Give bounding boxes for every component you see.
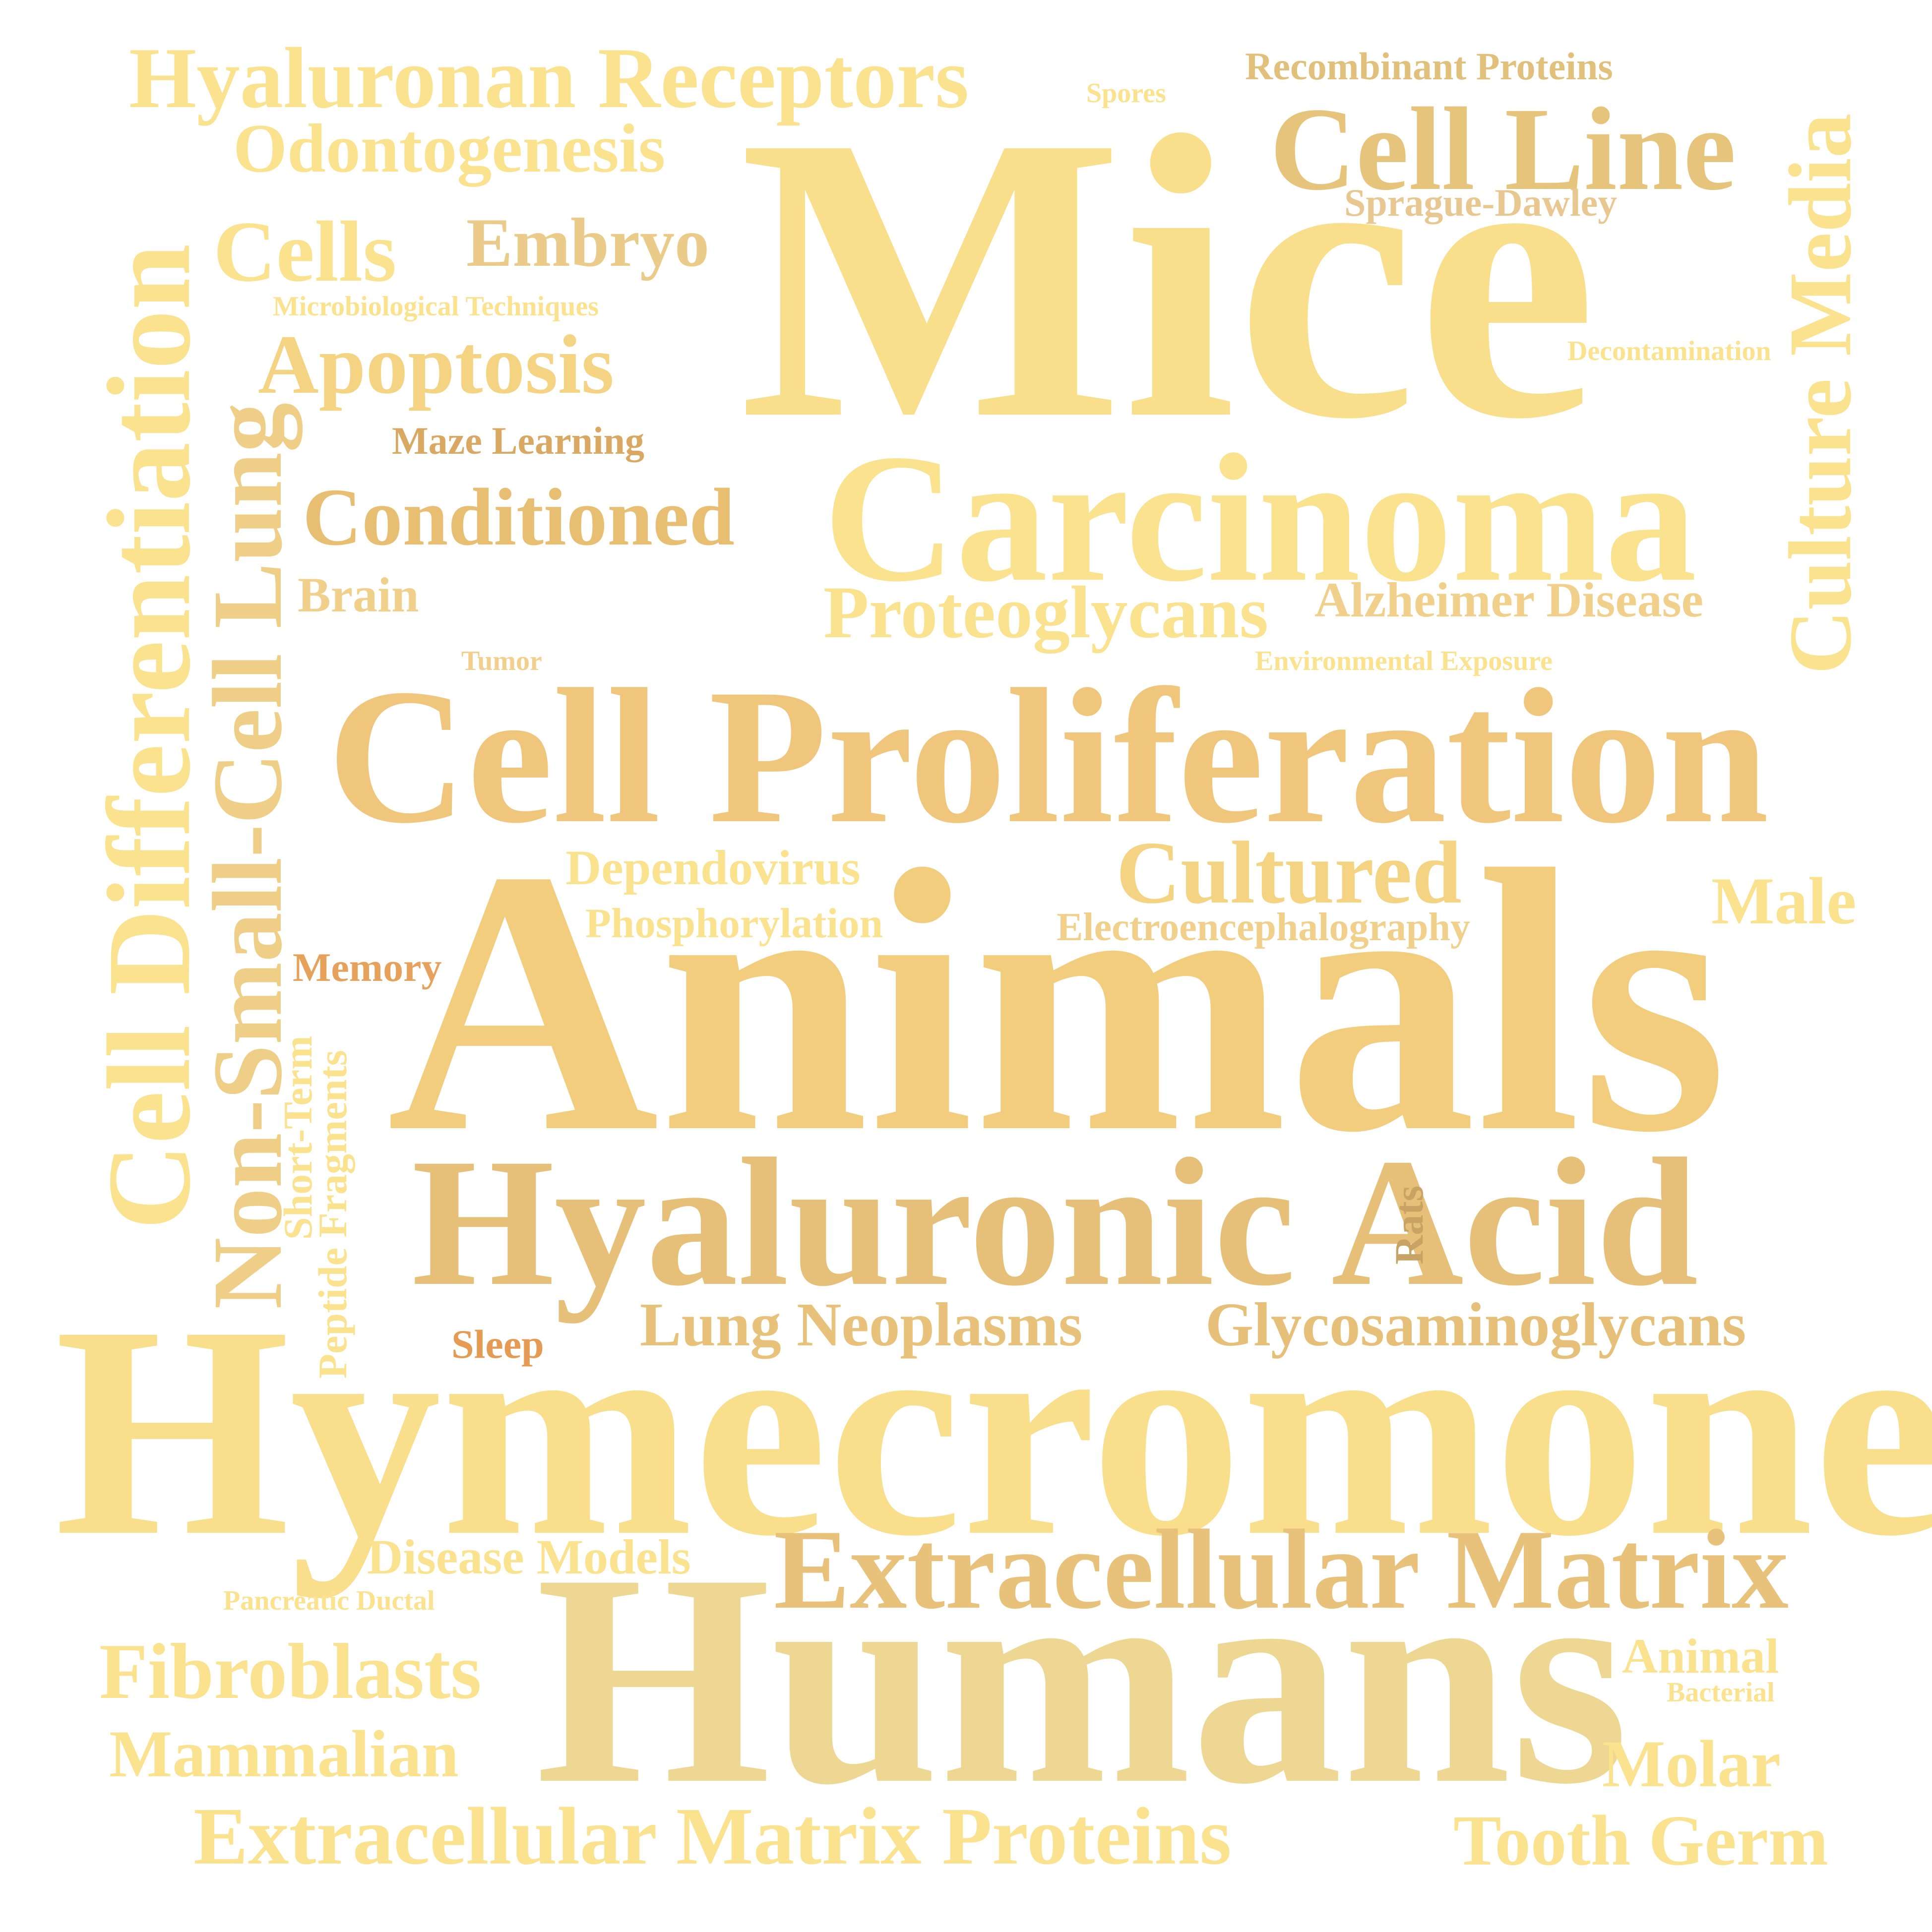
word-animal: Animal <box>1622 1629 1779 1684</box>
word-spores: Spores <box>1086 78 1166 109</box>
word-disease-models: Disease Models <box>367 1529 691 1584</box>
word-sleep: Sleep <box>451 1322 544 1367</box>
word-pancreatic-ductal: Pancreatic Ductal <box>223 1585 435 1616</box>
word-cultured: Cultured <box>1116 823 1462 922</box>
word-decontamination: Decontamination <box>1567 336 1771 366</box>
word-male: Male <box>1711 864 1857 938</box>
word-cell-proliferation: Cell Proliferation <box>327 649 1769 863</box>
word-alzheimer-disease: Alzheimer Disease <box>1314 572 1704 627</box>
word-microbiological-techniques: Microbiological Techniques <box>273 291 599 322</box>
word-odontogenesis: Odontogenesis <box>233 110 666 187</box>
word-cell-differentiation: Cell Differentiation <box>83 243 215 1230</box>
word-recombinant-proteins: Recombinant Proteins <box>1245 45 1613 88</box>
word-animals: Animals <box>387 793 1728 1210</box>
word-electroencephalography: Electroencephalography <box>1057 906 1471 949</box>
word-hymecromone: Hymecromone <box>55 1263 1932 1598</box>
word-peptide-fragments: Peptide Fragments <box>310 1050 355 1379</box>
word-carcinoma: Carcinoma <box>823 417 1697 620</box>
word-extracellular-matrix: Extracellular Matrix <box>774 1506 1789 1632</box>
word-brain: Brain <box>298 567 419 622</box>
word-humans: Humans <box>536 1511 1629 1846</box>
word-tooth-germ: Tooth Germ <box>1453 1801 1828 1880</box>
word-dependovirus: Dependovirus <box>565 840 861 895</box>
word-maze-learning: Maze Learning <box>392 419 645 462</box>
word-cell-line: Cell Line <box>1270 83 1736 215</box>
word-glycosaminoglycans: Glycosaminoglycans <box>1205 1291 1746 1359</box>
word-rats: Rats <box>1386 1185 1432 1265</box>
word-mammalian: Mammalian <box>109 1717 459 1791</box>
word-lung-neoplasms: Lung Neoplasms <box>640 1291 1083 1359</box>
word-tumor: Tumor <box>461 646 542 676</box>
word-memory: Memory <box>293 945 442 990</box>
word-proteoglycans: Proteoglycans <box>823 571 1269 654</box>
word-phosphorylation: Phosphorylation <box>585 900 883 947</box>
word-environmental-exposure: Environmental Exposure <box>1255 646 1553 676</box>
word-sprague-dawley: Sprague-Dawley <box>1344 181 1618 224</box>
word-mice: Mice <box>739 53 1597 503</box>
word-conditioned: Conditioned <box>303 472 735 562</box>
word-bacterial: Bacterial <box>1667 1677 1775 1708</box>
word-culture-media: Culture Media <box>1771 113 1870 674</box>
word-hyaluronan-receptors: Hyaluronan Receptors <box>129 30 969 126</box>
word-cells: Cells <box>213 203 397 300</box>
word-fibroblasts: Fibroblasts <box>99 1627 482 1715</box>
word-hyaluronic-acid: Hyaluronic Acid <box>412 1121 1698 1324</box>
word-apoptosis: Apoptosis <box>258 318 615 411</box>
word-molar: Molar <box>1602 1727 1781 1801</box>
word-embryo: Embryo <box>466 204 709 281</box>
word-extracellular-matrix-proteins: Extracellular Matrix Proteins <box>193 1791 1232 1881</box>
